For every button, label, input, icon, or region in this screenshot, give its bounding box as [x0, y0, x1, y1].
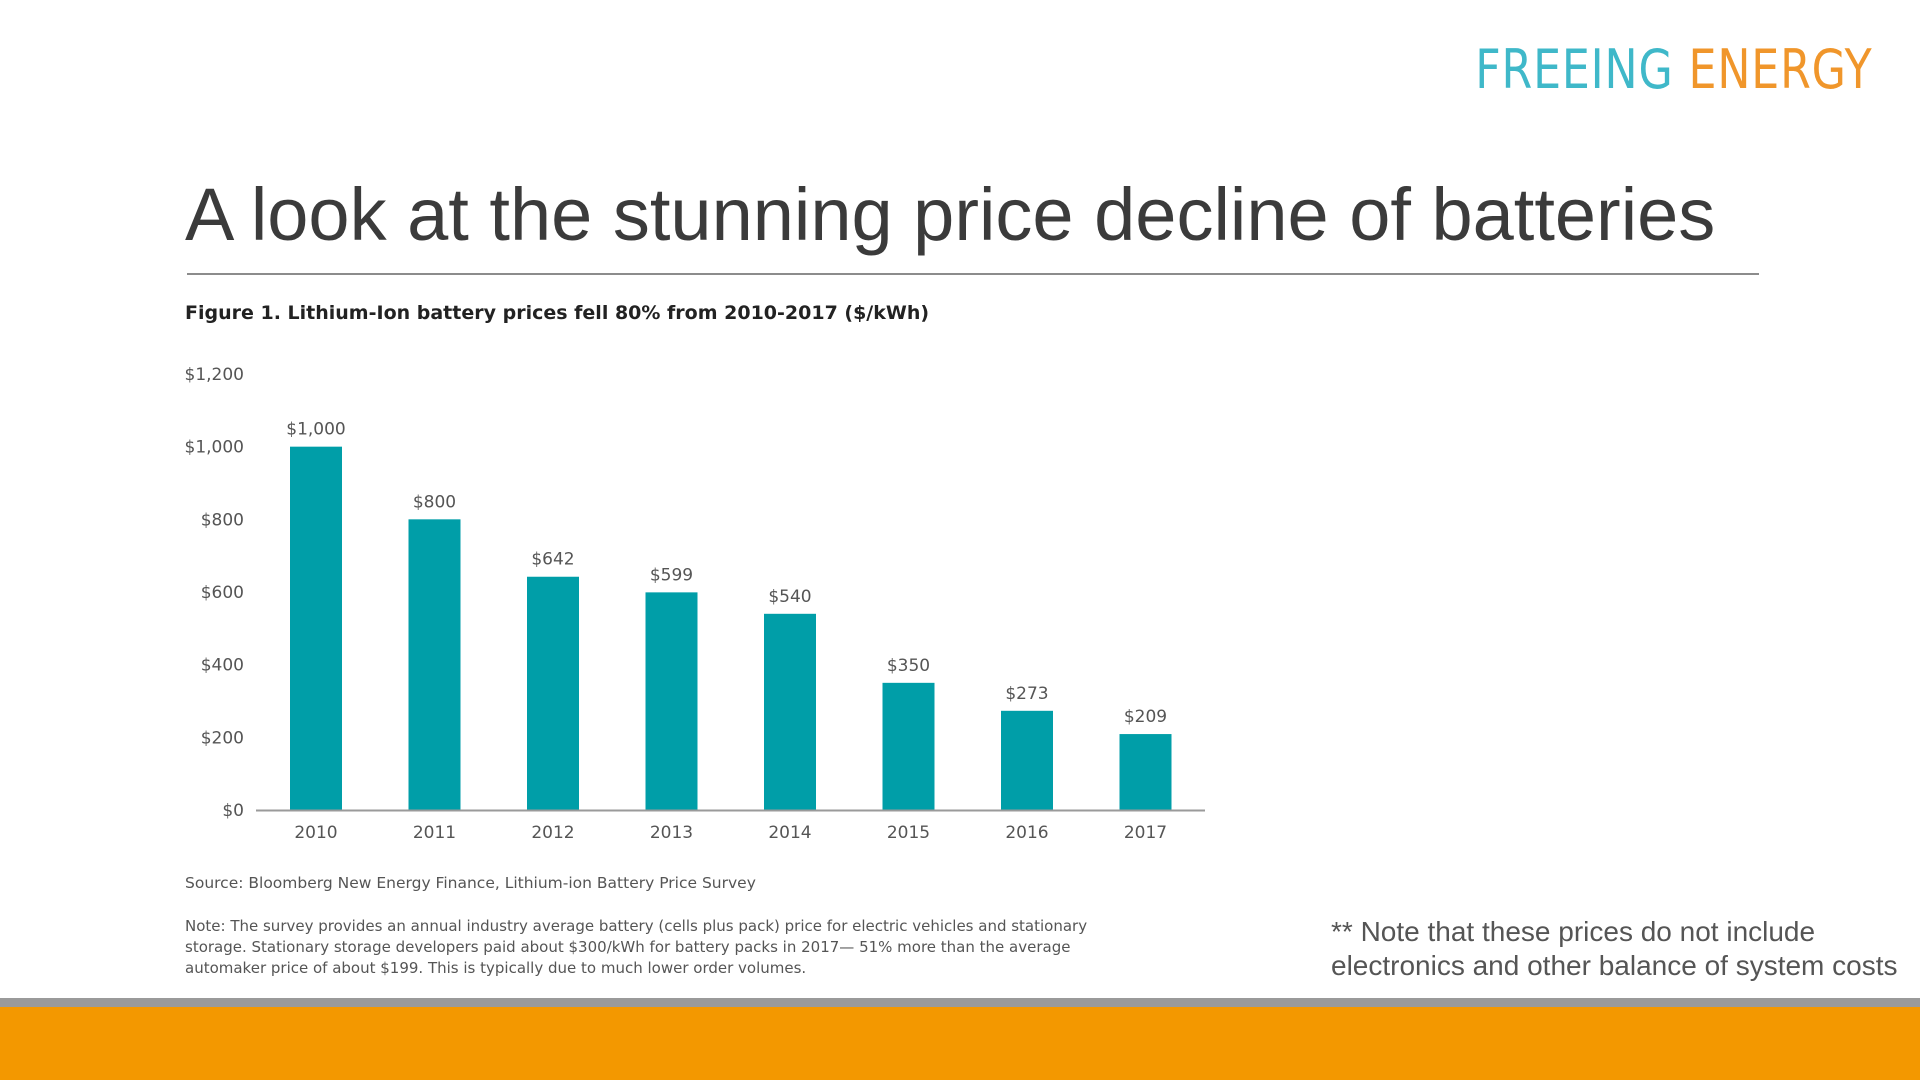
y-tick-label: $1,200 [185, 365, 244, 385]
y-tick-label: $1,000 [185, 438, 244, 458]
y-tick-label: $0 [222, 801, 244, 821]
logo-word-energy: ENERGY [1688, 38, 1872, 101]
side-note-line-1: ** Note that these prices do not include [1331, 916, 1816, 947]
data-label: $1,000 [286, 420, 345, 440]
chart-source: Source: Bloomberg New Energy Finance, Li… [185, 874, 756, 892]
x-tick-label: 2013 [650, 823, 693, 843]
logo-word-freeing: FREEING [1474, 38, 1674, 101]
data-label: $599 [650, 565, 693, 585]
data-label: $800 [413, 492, 456, 512]
slide-title: A look at the stunning price decline of … [185, 173, 1716, 256]
footer-orange-band [0, 1007, 1920, 1080]
bar-2017 [1119, 734, 1172, 810]
bar-2016 [1001, 710, 1053, 810]
bar-2011 [408, 519, 461, 810]
title-divider [187, 273, 1759, 275]
bar-2014 [764, 613, 816, 810]
x-tick-label: 2016 [1005, 823, 1048, 843]
x-tick-label: 2011 [413, 823, 456, 843]
bar-2010 [290, 446, 342, 810]
data-label: $209 [1124, 707, 1167, 727]
bar-2013 [645, 592, 698, 810]
side-note: ** Note that these prices do not include… [1331, 915, 1911, 983]
x-tick-label: 2015 [887, 823, 930, 843]
x-tick-label: 2014 [768, 823, 811, 843]
bar-chart: $0 $200 $400 $600 $800 $1,000 $1,200 $1,000 2010… [185, 365, 1205, 843]
data-label: $273 [1005, 684, 1048, 704]
chart-note: Note: The survey provides an annual indu… [185, 917, 1088, 977]
y-tick-label: $400 [201, 656, 244, 676]
data-label: $642 [531, 550, 574, 570]
bar-2012 [527, 576, 579, 810]
chart-title: Figure 1. Lithium-Ion battery prices fel… [185, 302, 930, 324]
data-label: $350 [887, 656, 930, 676]
freeing-energy-logo: FREEING ENERGY [1475, 38, 1872, 101]
y-tick-label: $800 [201, 510, 244, 530]
x-tick-label: 2012 [531, 823, 574, 843]
data-label: $540 [768, 587, 811, 607]
bar-2015 [882, 682, 935, 810]
side-note-line-2: electronics and other balance of system … [1331, 950, 1898, 981]
footer-grey-band [0, 998, 1920, 1007]
y-tick-label: $600 [201, 583, 244, 603]
x-tick-label: 2010 [294, 823, 337, 843]
x-tick-label: 2017 [1124, 823, 1167, 843]
y-tick-label: $200 [201, 728, 244, 748]
